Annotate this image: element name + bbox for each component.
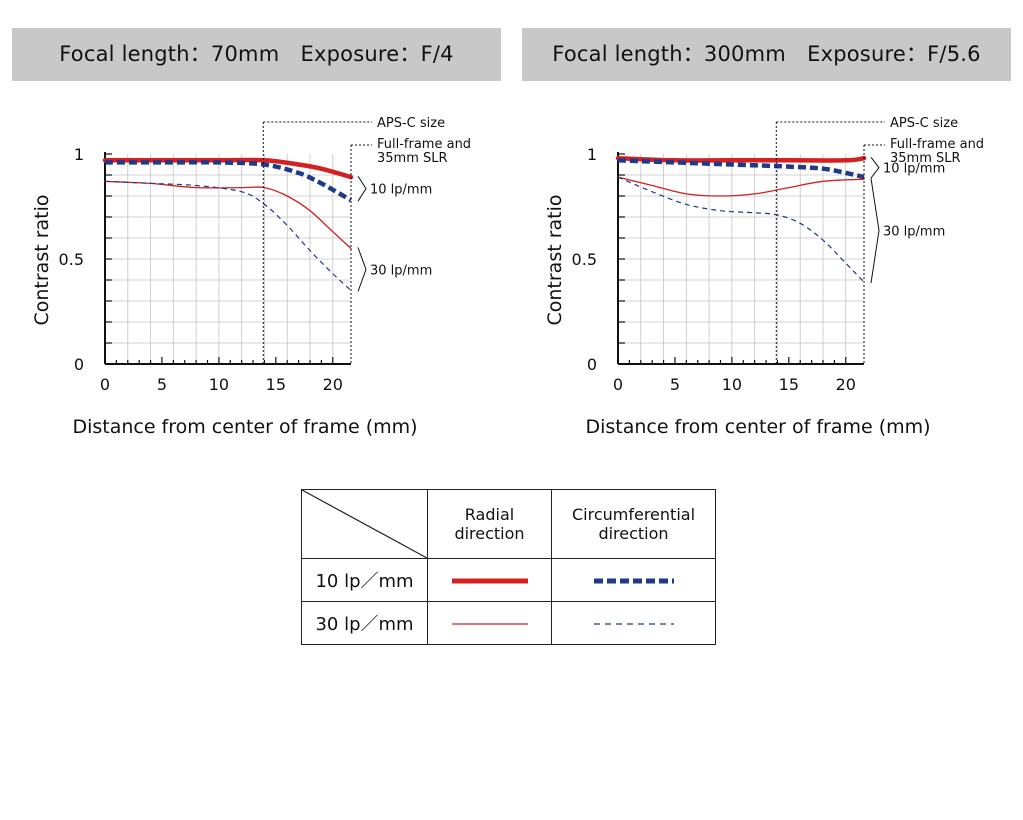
annotation-30lp-brace — [357, 247, 367, 292]
annotation-30lp-label: 30 lp/mm — [883, 225, 945, 240]
x-tick-label: 5 — [157, 375, 167, 394]
grid — [105, 154, 351, 364]
legend-corner-cell — [301, 489, 428, 559]
y-axis-label: Contrast ratio — [544, 194, 566, 325]
x-tick-label: 10 — [209, 375, 229, 394]
annotation-10lp-label: 10 lp/mm — [370, 183, 432, 198]
annotation-10lp-brace — [357, 175, 367, 202]
series-line-4 — [617, 176, 865, 283]
series-line-2 — [617, 158, 865, 180]
x-tick-label: 15 — [779, 375, 799, 394]
annotation-10lp-brace — [870, 156, 880, 179]
legend-header-circumferential: Circumferential direction — [551, 489, 716, 559]
x-axis-label: Distance from center of frame (mm) — [72, 416, 417, 438]
series-line-2 — [104, 160, 353, 203]
legend-swatch-30-radial — [427, 601, 552, 645]
grid — [618, 154, 864, 364]
annotation-full-frame-2: 35mm SLR — [890, 151, 961, 166]
header-circ-line1: Circumferential — [571, 505, 696, 524]
annotation-aps-c: APS-C size — [377, 116, 445, 131]
legend-swatch-10-circ — [551, 558, 716, 602]
y-tick-label: 0.5 — [59, 250, 84, 269]
legend-header-radial: Radial direction — [427, 489, 552, 559]
x-tick-label: 5 — [670, 375, 680, 394]
annotation-aps-c: APS-C size — [890, 116, 958, 131]
legend-row-10lp: 10 lp／mm — [301, 558, 428, 602]
legend-row-30lp: 30 lp／mm — [301, 601, 428, 645]
annotation-full-frame-2: 35mm SLR — [377, 151, 448, 166]
y-tick-label: 1 — [587, 145, 597, 164]
annotation-30lp-brace — [870, 178, 880, 284]
x-tick-label: 20 — [323, 375, 343, 394]
y-tick-label: 0 — [74, 355, 84, 374]
series-line-1 — [102, 157, 354, 180]
y-tick-label: 0 — [587, 355, 597, 374]
header-circ-line2: direction — [598, 524, 669, 543]
annotation-30lp-label: 30 lp/mm — [370, 264, 432, 279]
x-tick-label: 0 — [100, 375, 110, 394]
right-chart-title: Focal length：300mm Exposure：F/5.6 — [522, 28, 1011, 81]
series-line-3 — [617, 176, 865, 197]
left-chart-title: Focal length：70mm Exposure：F/4 — [12, 28, 501, 81]
y-tick-label: 0.5 — [572, 250, 597, 269]
header-radial-line2: direction — [454, 524, 525, 543]
x-axis-label: Distance from center of frame (mm) — [585, 416, 930, 438]
legend-swatch-10-radial — [427, 558, 552, 602]
corner-diagonal — [302, 490, 427, 558]
x-tick-label: 20 — [836, 375, 856, 394]
x-tick-label: 10 — [722, 375, 742, 394]
annotation-10lp-label: 10 lp/mm — [883, 162, 945, 177]
x-tick-label: 0 — [613, 375, 623, 394]
series-line-4 — [104, 180, 352, 291]
series-line-3 — [104, 180, 352, 250]
left-mtf-chart: 0 5 10 15 20 0 0.5 1 Contrast ratio Distance from… — [31, 116, 471, 438]
x-tick-label: 15 — [266, 375, 286, 394]
legend-table: Radial direction Circumferential directi… — [301, 489, 716, 645]
y-axis-label: Contrast ratio — [31, 194, 53, 325]
right-mtf-chart: 0 5 10 15 20 0 0.5 1 Contrast ratio Distance from… — [544, 116, 984, 438]
annotation-full-frame-1: Full-frame and — [377, 137, 471, 152]
annotation-full-frame-1: Full-frame and — [890, 137, 984, 152]
header-radial-line1: Radial — [464, 505, 515, 524]
y-tick-label: 1 — [74, 145, 84, 164]
legend-swatch-30-circ — [551, 601, 716, 645]
